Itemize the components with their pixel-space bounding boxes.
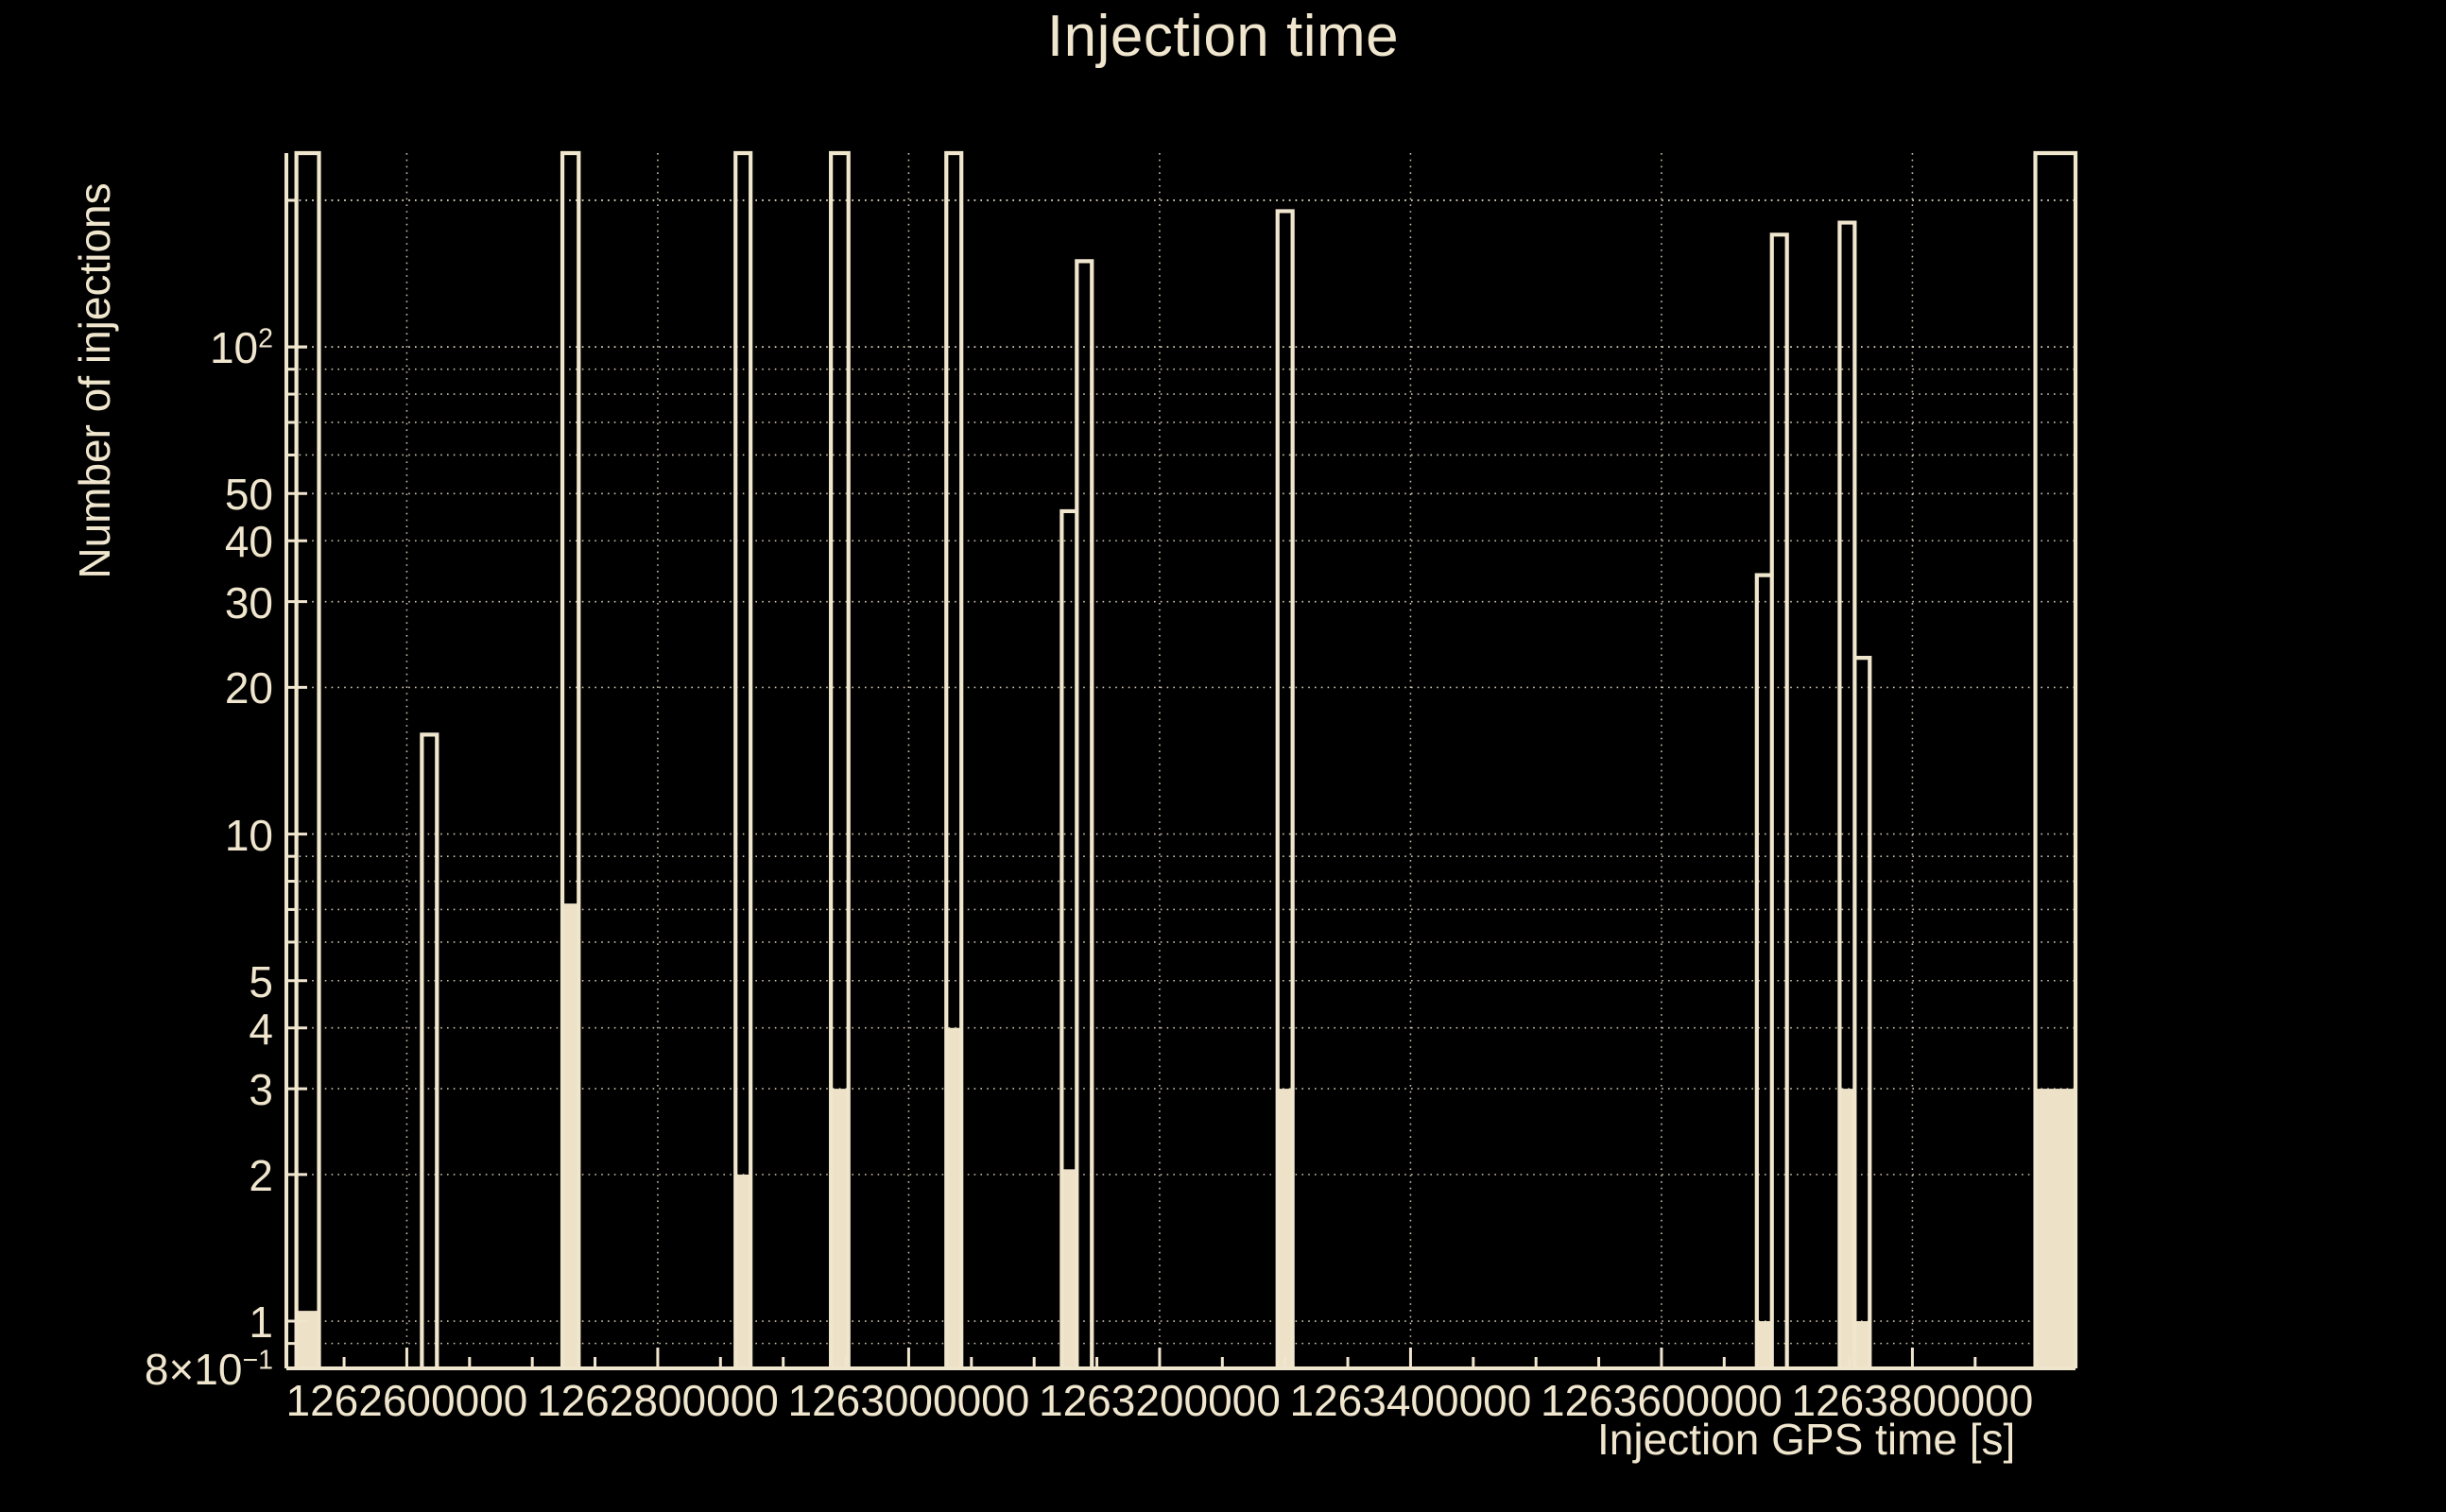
bar-fill — [831, 1089, 849, 1368]
y-axis-tick-label: 1 — [249, 1297, 273, 1348]
x-axis-title: Injection GPS time [s] — [1597, 1415, 2016, 1464]
y-axis-tick-label: 50 — [224, 470, 273, 520]
bar-fill — [1839, 1089, 1855, 1368]
y-axis-tick-label: 10 — [224, 810, 273, 860]
bar-fill — [735, 1174, 751, 1368]
x-axis-tick-label: 1263200000 — [1039, 1376, 1281, 1425]
bar-fill — [946, 1027, 962, 1368]
bar-fill — [562, 903, 579, 1368]
x-axis-tick-label: 1262800000 — [537, 1376, 779, 1425]
bar-fill — [296, 1311, 319, 1368]
x-axis-tick-label: 1262600000 — [285, 1376, 528, 1425]
x-axis-tick-label: 1263000000 — [787, 1376, 1030, 1425]
histogram-outline — [294, 150, 2078, 1368]
y-axis-tick-label: 40 — [224, 517, 273, 567]
bar-fill — [2035, 1089, 2076, 1368]
x-axis-tick-label: 1263400000 — [1289, 1376, 1532, 1425]
y-axis-tick-exponent: 2 — [258, 323, 273, 354]
bar-fill — [1854, 1321, 1870, 1368]
chart-title: Injection time — [1046, 4, 1400, 69]
y-axis-tick-label: 5 — [249, 956, 273, 1006]
bar-fill — [1756, 1321, 1772, 1368]
y-axis-tick-label: 102 — [209, 323, 273, 373]
x-axis-tick-label: 1263800000 — [1791, 1376, 2034, 1425]
y-axis-tick-label: 3 — [249, 1065, 273, 1115]
y-axis-tick-exponent: −1 — [242, 1345, 273, 1376]
y-axis-tick-label: 8×10−1 — [144, 1345, 273, 1394]
y-axis-tick-label: 2 — [249, 1150, 273, 1200]
bar-fill — [1061, 1169, 1077, 1368]
y-axis-tick-label: 20 — [224, 663, 273, 713]
bar-fill — [1277, 1089, 1293, 1368]
x-axis-tick-label: 1263600000 — [1541, 1376, 1783, 1425]
y-axis-tick-label: 4 — [249, 1004, 273, 1054]
y-axis-tick-label: 30 — [224, 577, 273, 627]
